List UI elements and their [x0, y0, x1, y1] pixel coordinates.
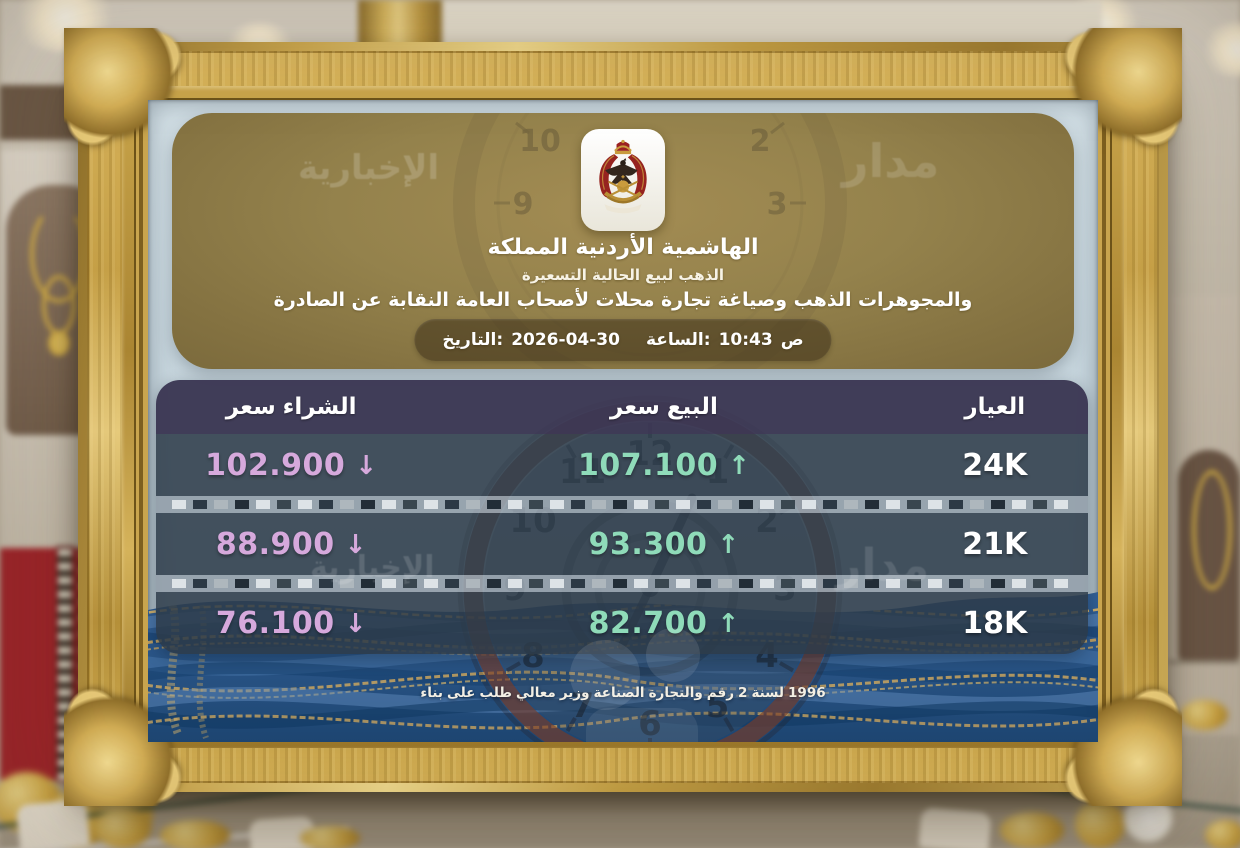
board-issuer-line: الصادرة عن النقابة العامة لأصحاب محلات تجارة وص…: [273, 289, 973, 311]
karat-value: 18K: [962, 605, 1028, 641]
gold-jewelry: [160, 820, 230, 848]
buy-price-cell: 76.100 ↓: [156, 606, 426, 641]
down-arrow-icon: ↓: [355, 451, 378, 481]
buy-price-value: 88.900: [215, 526, 335, 562]
dashed-divider: [172, 579, 1072, 588]
gold-jewelry: [1205, 820, 1240, 848]
board-subtitle: التسعيرة الحالية لبيع الذهب: [521, 266, 725, 284]
price-row-21k: 88.900 ↓ 93.300 ↑ 21K: [156, 513, 1088, 575]
gold-jewelry: [1000, 812, 1064, 848]
glass-shelf: [1168, 660, 1240, 664]
gold-necklace: [42, 275, 76, 335]
board-header-card: 10 9 2 3: [172, 113, 1074, 369]
price-row-18k: 76.100 ↓ 82.700 ↑ 18K: [156, 592, 1088, 654]
dashed-divider: [172, 500, 1072, 509]
karat-cell: 21K: [902, 527, 1088, 562]
board-title: المملكة الأردنية الهاشمية: [487, 235, 759, 260]
karat-cell: 18K: [902, 606, 1088, 641]
up-arrow-icon: ↑: [717, 609, 740, 639]
header-karat: العيار: [964, 394, 1026, 420]
row-separator: [156, 496, 1088, 513]
date-group: التاريخ: 2026-04-30: [442, 330, 620, 350]
sell-price-cell: 82.700 ↑: [426, 606, 901, 641]
svg-text:2: 2: [750, 124, 771, 159]
header-buy-price: سعر الشراء: [225, 394, 357, 420]
date-value: 2026-04-30: [511, 330, 620, 350]
time-label: الساعة:: [645, 330, 711, 350]
price-board-screen: 1212 345 678 91011: [148, 100, 1098, 742]
buy-price-cell: 102.900 ↓: [156, 448, 426, 483]
svg-text:6: 6: [638, 704, 662, 742]
svg-text:10: 10: [519, 124, 561, 159]
price-row-24k: 102.900 ↓ 107.100 ↑ 24K: [156, 434, 1088, 496]
svg-text:3: 3: [767, 187, 788, 222]
gold-necklace: [1192, 470, 1232, 590]
sell-price-value: 82.700: [588, 605, 708, 641]
ministerial-footnote: بناء على طلب معالي وزير الصناعة والتجارة رقم 2 لس…: [420, 685, 826, 701]
gold-jewelry: [1180, 700, 1228, 730]
row-separator: [156, 575, 1088, 592]
gold-pendant: [48, 330, 70, 356]
gold-price-table: سعر الشراء سعر البيع العيار 102.900 ↓ 107.…: [156, 380, 1088, 654]
sell-price-cell: 107.100 ↑: [426, 448, 901, 483]
time-value: 10:43: [718, 330, 773, 350]
down-arrow-icon: ↓: [344, 530, 367, 560]
buy-price-cell: 88.900 ↓: [156, 527, 426, 562]
coat-of-arms-graphic: [599, 139, 647, 214]
down-arrow-icon: ↓: [344, 609, 367, 639]
karat-value: 21K: [962, 526, 1028, 562]
header-sell-price: سعر البيع: [610, 394, 718, 420]
svg-text:5: 5: [706, 686, 730, 726]
sell-price-value: 93.300: [588, 526, 708, 562]
jordan-coat-of-arms-icon: [581, 129, 665, 231]
datetime-pill: التاريخ: 2026-04-30 الساعة: 10:43 ص: [414, 319, 832, 361]
karat-cell: 24K: [902, 448, 1088, 483]
gold-jewelry: [300, 826, 360, 848]
svg-text:9: 9: [513, 187, 534, 222]
buy-price-value: 102.900: [205, 447, 346, 483]
svg-text:7: 7: [571, 686, 595, 726]
date-label: التاريخ:: [442, 330, 504, 350]
gold-jewelry: [95, 808, 151, 848]
sell-price-cell: 93.300 ↑: [426, 527, 901, 562]
up-arrow-icon: ↑: [717, 530, 740, 560]
gold-picture-frame: 1212 345 678 91011: [64, 28, 1182, 806]
time-period: ص: [780, 330, 804, 350]
table-header-row: سعر الشراء سعر البيع العيار: [156, 380, 1088, 434]
karat-value: 24K: [962, 447, 1028, 483]
buy-price-value: 76.100: [215, 605, 335, 641]
jewelry-stand: [918, 807, 992, 848]
sell-price-value: 107.100: [577, 447, 719, 483]
up-arrow-icon: ↑: [728, 451, 750, 481]
time-group: الساعة: 10:43 ص: [646, 330, 804, 350]
